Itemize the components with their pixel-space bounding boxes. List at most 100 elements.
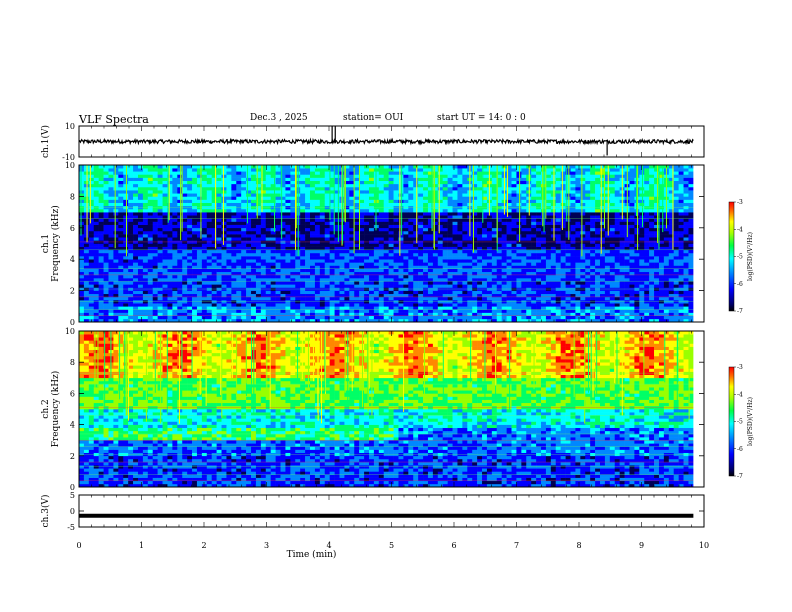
- spectro-cell: [113, 180, 119, 185]
- spectro-cell: [285, 318, 291, 323]
- spectro-cell: [359, 237, 365, 241]
- spectro-cell: [344, 186, 350, 191]
- spectro-cell: [550, 177, 557, 181]
- spectro-cell: [246, 165, 252, 169]
- spectro-cell: [162, 274, 168, 279]
- spectro-cell: [349, 281, 355, 285]
- spectro-cell: [196, 315, 203, 320]
- spectro-cell: [231, 227, 237, 232]
- spectro-cell: [167, 306, 173, 310]
- spectro-cell: [388, 174, 394, 178]
- spectro-cell: [536, 193, 542, 197]
- spectro-cell: [231, 168, 237, 172]
- spectro-cell: [511, 312, 517, 317]
- spectro-cell: [541, 237, 547, 241]
- spectro-cell: [432, 177, 439, 181]
- spectro-cell: [236, 202, 242, 207]
- spectro-cell: [241, 293, 247, 298]
- spectro-cell: [285, 237, 291, 241]
- spectro-cell: [482, 186, 488, 191]
- spectro-cell: [511, 165, 517, 169]
- spectro-cell: [192, 221, 198, 225]
- spectro-cell: [413, 196, 419, 200]
- spectro-cell: [354, 271, 360, 276]
- spectro-cell: [241, 237, 247, 241]
- spectro-cell: [314, 256, 321, 260]
- spectro-cell: [137, 303, 144, 307]
- spectro-cell: [142, 215, 149, 219]
- spectro-cell: [221, 186, 227, 191]
- spectro-cell: [383, 290, 389, 295]
- spectro-cell: [526, 303, 532, 307]
- spectro-cell: [452, 177, 458, 181]
- spectro-cell: [162, 234, 168, 238]
- spectro-cell: [192, 284, 198, 288]
- spectro-cell: [536, 212, 542, 216]
- spectro-cell: [383, 265, 389, 269]
- spectro-cell: [88, 208, 95, 213]
- spectro-cell: [167, 274, 173, 279]
- spectro-cell: [477, 259, 483, 263]
- spectro-cell: [236, 312, 242, 317]
- spectro-cell: [231, 224, 237, 229]
- spectro-cell: [442, 249, 448, 254]
- spectro-cell: [255, 281, 262, 285]
- spectro-cell: [280, 268, 286, 273]
- spectro-cell: [83, 246, 90, 251]
- spectro-cell: [383, 186, 389, 191]
- spectro-cell: [477, 278, 483, 282]
- spectro-cell: [255, 303, 262, 307]
- spectro-cell: [280, 274, 286, 279]
- spectro-cell: [501, 281, 507, 285]
- spectro-cell: [506, 281, 512, 285]
- spectro-cell: [142, 196, 149, 200]
- spectro-cell: [83, 309, 90, 313]
- spectro-cell: [216, 174, 222, 178]
- spectro-cell: [418, 186, 424, 191]
- spectro-cell: [265, 309, 271, 313]
- spectro-cell: [88, 296, 95, 301]
- spectro-cell: [231, 193, 237, 197]
- spectro-cell: [452, 190, 458, 194]
- spectro-cell: [378, 196, 385, 200]
- spectro-cell: [511, 290, 517, 295]
- spectro-cell: [344, 256, 350, 260]
- spectro-cell: [354, 212, 360, 216]
- spectro-cell: [393, 215, 399, 219]
- spectro-cell: [201, 208, 208, 213]
- spectro-cell: [137, 278, 144, 282]
- spectro-cell: [324, 281, 330, 285]
- spectro-cell: [324, 234, 330, 238]
- spectro-cell: [88, 262, 95, 266]
- spectro-cell: [79, 165, 85, 169]
- spectro-cell: [457, 183, 463, 188]
- spectro-cell: [521, 171, 527, 175]
- spectro-cell: [349, 171, 355, 175]
- spectro-cell: [305, 199, 311, 203]
- spectro-cell: [482, 265, 488, 269]
- spectro-cell: [462, 193, 468, 197]
- spectro-cell: [511, 278, 517, 282]
- spectro-cell: [403, 199, 409, 203]
- spectro-cell: [482, 281, 488, 285]
- spectro-cell: [526, 221, 532, 225]
- spectro-cell: [324, 196, 330, 200]
- spectro-cell: [501, 315, 507, 320]
- spectro-cell: [187, 243, 193, 247]
- spectro-cell: [536, 265, 542, 269]
- spectro-cell: [511, 190, 517, 194]
- spectro-cell: [408, 281, 414, 285]
- spectro-cell: [103, 237, 109, 241]
- spectro-cell: [142, 309, 149, 313]
- spectro-cell: [344, 171, 350, 175]
- spectro-cell: [521, 202, 527, 207]
- spectro-cell: [349, 290, 355, 295]
- spectro-cell: [305, 237, 311, 241]
- spectro-cell: [285, 249, 291, 254]
- spectro-cell: [541, 271, 547, 276]
- spectro-cell: [305, 303, 311, 307]
- spectro-cell: [531, 224, 537, 229]
- spectro-cell: [349, 303, 355, 307]
- spectro-cell: [192, 183, 198, 188]
- spectro-cell: [511, 234, 517, 238]
